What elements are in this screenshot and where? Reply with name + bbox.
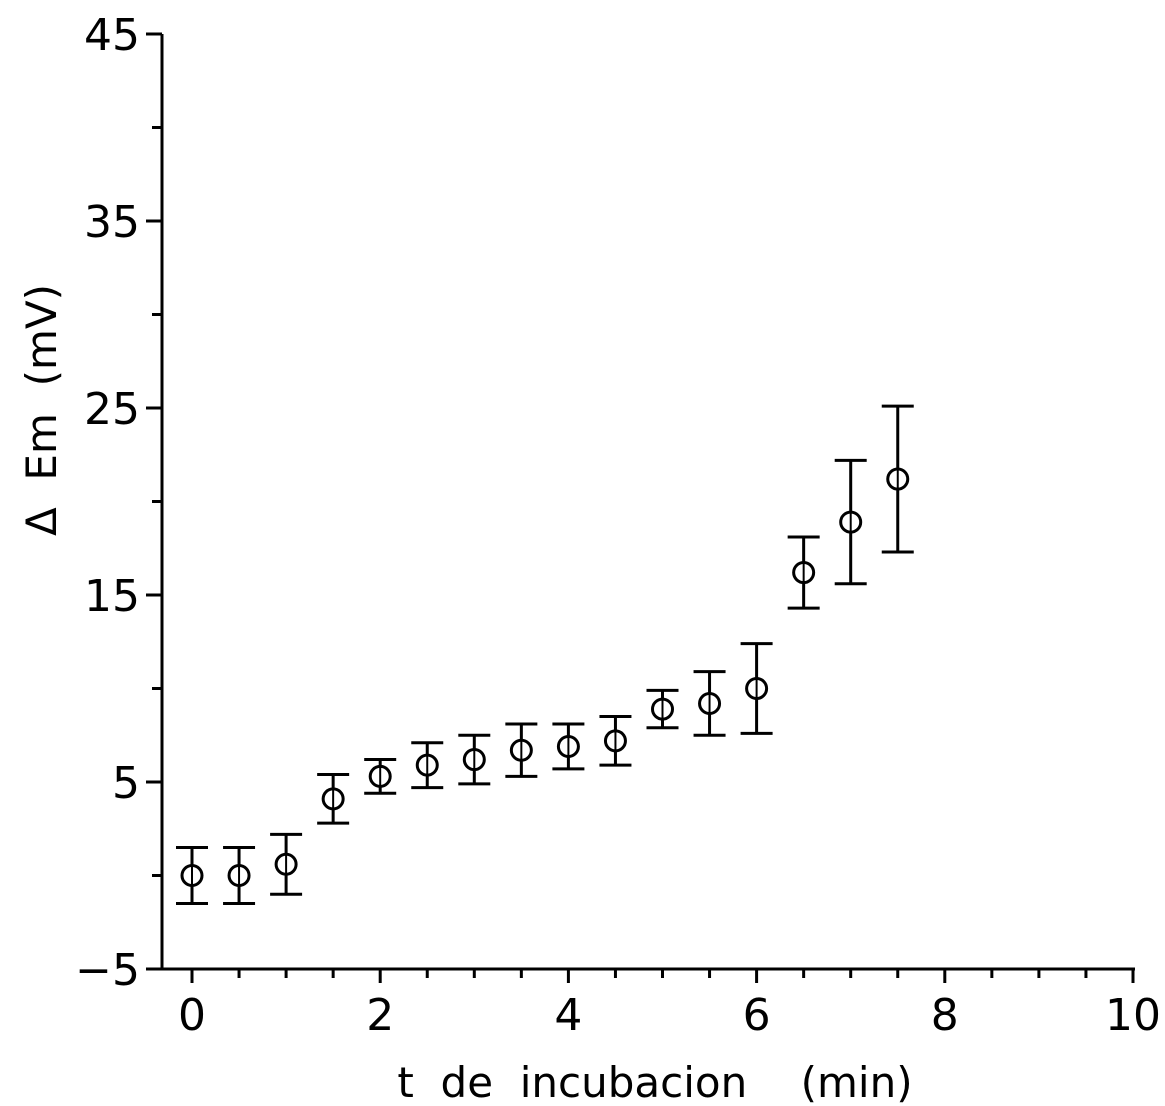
data-point <box>223 845 256 906</box>
y-tick-label: −5 <box>75 945 140 996</box>
x-tick-label: 4 <box>554 990 582 1041</box>
ticks <box>146 32 1135 983</box>
data-marks <box>176 404 914 906</box>
axes <box>158 34 1135 971</box>
data-point <box>787 535 820 610</box>
data-point <box>505 722 538 778</box>
x-tick-label: 8 <box>931 990 959 1041</box>
x-tick-label: 2 <box>366 990 394 1041</box>
tick-labels: 0 2 4 6 8 10 −5 5 15 25 35 45 <box>75 10 1161 1041</box>
data-point <box>270 832 303 896</box>
y-tick-label: 5 <box>112 758 140 809</box>
data-point <box>693 670 726 737</box>
data-point <box>176 845 208 906</box>
data-point <box>317 773 350 825</box>
y-tick-label: 15 <box>84 571 140 622</box>
data-point <box>740 642 773 735</box>
data-point <box>552 722 585 771</box>
data-point <box>881 404 914 554</box>
y-tick-label: 45 <box>84 10 140 61</box>
y-tick-label: 25 <box>84 384 140 435</box>
data-point <box>834 458 867 586</box>
data-point <box>599 715 632 767</box>
data-point <box>458 733 491 786</box>
data-point <box>364 758 397 795</box>
data-point <box>411 741 444 790</box>
x-tick-label: 10 <box>1105 990 1161 1041</box>
x-tick-label: 0 <box>178 990 206 1041</box>
x-axis-label: t de incubacion (min) <box>397 1058 912 1106</box>
y-axis-label: Δ Em (mV) <box>17 284 66 536</box>
y-tick-label: 35 <box>84 197 140 248</box>
x-tick-label: 6 <box>743 990 771 1041</box>
data-point <box>646 688 679 730</box>
